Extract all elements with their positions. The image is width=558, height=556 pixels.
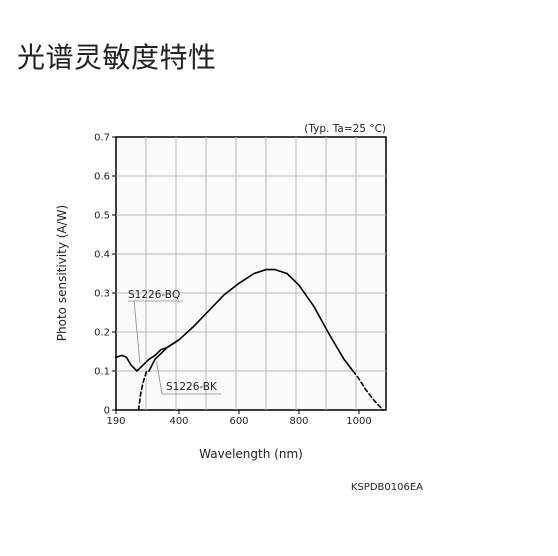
- series-line-extrapolated: [137, 370, 150, 411]
- series-curves: [115, 268, 384, 411]
- axis-ticks: 0 0.1 0.2 0.3 0.4 0.5 0.6 0.7 190 400 600 800 1000: [94, 133, 372, 428]
- leader-line: [156, 361, 163, 395]
- x-axis-label: Wavelength (nm): [199, 447, 303, 461]
- page-title: 光谱灵敏度特性: [17, 41, 217, 74]
- x-tick-label: 600: [229, 416, 248, 427]
- x-tick-label: 400: [169, 416, 188, 427]
- figure-id: KSPDB0106EA: [351, 482, 423, 493]
- x-tick-label: 190: [106, 416, 125, 427]
- x-tick-label: 1000: [346, 416, 371, 427]
- series-label: S1226-BQ: [128, 289, 180, 301]
- series-line-extrapolated: [352, 370, 384, 411]
- grid-lines: [116, 137, 386, 410]
- y-tick-label: 0.5: [94, 211, 110, 222]
- series-annotations: S1226-BQ S1226-BK: [128, 289, 221, 395]
- y-tick-label: 0.4: [94, 250, 110, 261]
- series-line-s1226-bk: [148, 339, 180, 372]
- measurement-condition: (Typ. Ta=25 °C): [304, 123, 386, 135]
- leader-line: [133, 300, 141, 364]
- y-tick-label: 0.3: [94, 289, 110, 300]
- plot-area: [115, 136, 387, 411]
- x-tick-label: 800: [289, 416, 308, 427]
- y-tick-label: 0: [104, 406, 110, 417]
- y-tick-label: 0.1: [94, 367, 110, 378]
- y-axis-label: Photo sensitivity (A/W): [55, 205, 69, 341]
- y-tick-label: 0.6: [94, 172, 110, 183]
- y-tick-label: 0.7: [94, 133, 110, 144]
- series-label: S1226-BK: [166, 381, 218, 393]
- series-line-s1226-bq: [115, 268, 354, 372]
- y-tick-label: 0.2: [94, 328, 110, 339]
